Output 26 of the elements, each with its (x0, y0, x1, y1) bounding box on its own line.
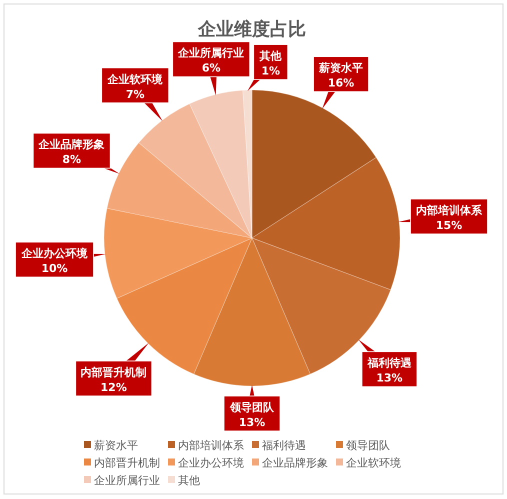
data-label: 12% (100, 380, 127, 394)
slice-label: 企业所属行业 (177, 46, 244, 60)
slice-label: 企业办公环境 (20, 247, 89, 260)
data-label: 7% (126, 88, 145, 101)
data-label: 13% (238, 416, 266, 429)
slice-label: 企业软环境 (106, 72, 164, 86)
title: 企业维度占比 (198, 19, 306, 40)
slice-label: 企业品牌形象 (38, 138, 105, 152)
data-label: 13% (376, 372, 403, 385)
data-label: 6% (202, 62, 221, 75)
slice-label: 其他 (258, 50, 283, 63)
legend-label: 领导团队 (346, 439, 390, 452)
slice-label: 福利待遇 (366, 356, 412, 370)
legend-label: 其他 (178, 474, 200, 487)
data-label: 15% (436, 218, 462, 232)
slice-label: 薪资水平 (318, 62, 364, 75)
legend-label: 福利待遇 (262, 439, 306, 452)
slice-label: 内部晋升机制 (80, 366, 147, 379)
slice-label: 内部培训体系 (416, 204, 483, 217)
data-label: 8% (62, 153, 82, 166)
slice-label: 领导团队 (229, 401, 275, 414)
legend-label: 薪资水平 (94, 439, 138, 452)
data-label: 1% (261, 64, 280, 78)
data-label: 10% (41, 262, 68, 276)
legend-label: 企业软环境 (346, 456, 401, 470)
data-label: 16% (328, 76, 354, 90)
